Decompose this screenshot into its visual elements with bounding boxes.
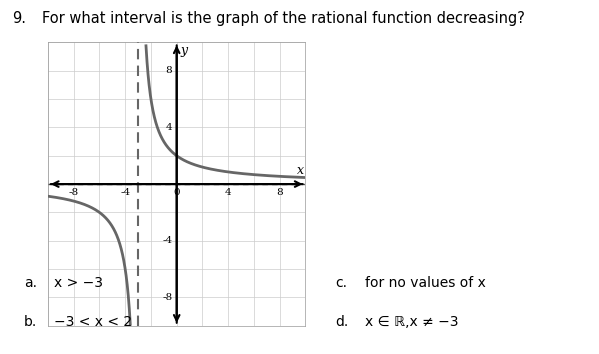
Text: x > −3: x > −3: [54, 276, 103, 290]
Text: d.: d.: [335, 315, 349, 329]
Text: -4: -4: [120, 188, 130, 197]
Text: for no values of x: for no values of x: [365, 276, 486, 290]
Text: y: y: [180, 44, 187, 57]
Text: For what interval is the graph of the rational function decreasing?: For what interval is the graph of the ra…: [42, 11, 525, 25]
Text: -8: -8: [162, 293, 172, 302]
Text: 9.: 9.: [12, 11, 26, 25]
Text: 4: 4: [165, 123, 172, 132]
Text: −3 < x < 2: −3 < x < 2: [54, 315, 132, 329]
Text: 4: 4: [225, 188, 232, 197]
Text: 8: 8: [276, 188, 283, 197]
Text: c.: c.: [335, 276, 347, 290]
Text: x: x: [297, 164, 304, 177]
Text: -8: -8: [69, 188, 78, 197]
Text: b.: b.: [24, 315, 37, 329]
Text: a.: a.: [24, 276, 37, 290]
Text: -4: -4: [162, 236, 172, 245]
Text: 8: 8: [165, 66, 172, 75]
Text: 0: 0: [173, 188, 180, 197]
Text: x ∈ ℝ,x ≠ −3: x ∈ ℝ,x ≠ −3: [365, 315, 459, 329]
